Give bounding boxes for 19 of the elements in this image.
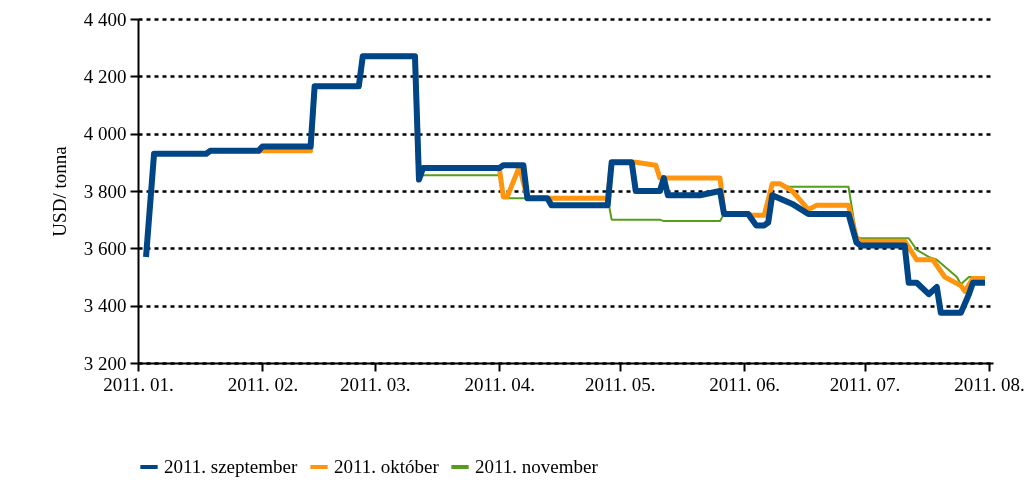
x-tick-label: 2011. 05. — [584, 373, 656, 395]
legend-label: 2011. szeptember — [164, 456, 298, 477]
y-tick-label: 4 200 — [83, 65, 127, 87]
y-tick-label: 3 400 — [83, 295, 127, 317]
legend-label: 2011. november — [475, 456, 599, 477]
x-tick-label: 2011. 08. — [954, 373, 1025, 395]
x-tick-label: 2011. 06. — [709, 373, 780, 395]
y-tick-label: 3 800 — [83, 180, 127, 202]
y-tick-label: 4 400 — [83, 8, 127, 30]
x-tick-label: 2011. 03. — [340, 373, 411, 395]
legend-label: 2011. október — [334, 456, 440, 477]
x-tick-label: 2011. 02. — [227, 373, 299, 395]
x-tick-label: 2011. 04. — [464, 373, 536, 395]
y-tick-label: 3 600 — [83, 237, 127, 259]
y-tick-label: 4 000 — [83, 123, 127, 145]
x-tick-label: 2011. 07. — [829, 373, 901, 395]
y-tick-label: 3 200 — [83, 352, 127, 374]
y-axis-title: USD/ tonna — [48, 145, 70, 237]
x-tick-label: 2011. 01. — [103, 373, 174, 395]
